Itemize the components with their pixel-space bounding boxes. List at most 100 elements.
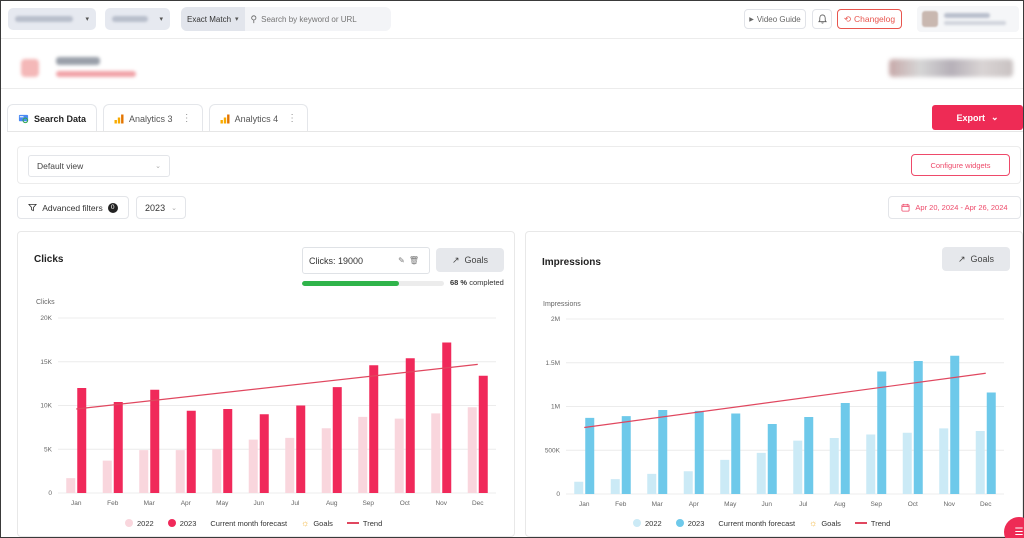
- legend-swatch: [854, 522, 867, 524]
- configure-widgets-label: Configure widgets: [930, 160, 991, 170]
- bar-2022: [394, 418, 404, 493]
- bar-2023: [804, 417, 814, 494]
- account-selector[interactable]: ▾: [8, 8, 96, 30]
- match-type-dropdown[interactable]: Exact Match ▾: [181, 7, 245, 31]
- video-guide-button[interactable]: ▶ Video Guide: [744, 9, 806, 29]
- chevron-down-icon: ▾: [85, 16, 89, 23]
- property-name-redacted: [112, 16, 148, 22]
- bar-2023: [585, 417, 595, 494]
- legend-item-2023[interactable]: 2023: [675, 519, 704, 528]
- legend-label: Trend: [870, 518, 891, 528]
- x-tick-label: Mar: [652, 501, 664, 508]
- data-source-tabs: Search Data Analytics 3 ⋮ Analytics 4 ⋮: [7, 104, 309, 134]
- bar-2023: [77, 388, 87, 493]
- legend-item-forecast[interactable]: Current month forecast: [210, 519, 287, 528]
- bar-2022: [285, 437, 295, 493]
- trend-icon: ↗: [451, 254, 460, 265]
- pencil-icon[interactable]: ✎: [398, 256, 409, 265]
- bar-2022: [248, 439, 258, 493]
- export-label: Export: [956, 112, 985, 123]
- bar-2022: [467, 407, 477, 493]
- user-name-redacted: [944, 13, 990, 18]
- legend-item-goals[interactable]: ☼ Goals: [301, 518, 333, 528]
- legend-label: 2022: [645, 518, 662, 528]
- advanced-filters-button[interactable]: Advanced filters 0: [17, 196, 129, 219]
- x-tick-label: Oct: [908, 501, 918, 508]
- y-tick-label: 0: [48, 490, 52, 497]
- chevron-down-icon: ⌄: [155, 163, 161, 170]
- clicks-goal-label: Clicks: 19000: [309, 255, 364, 266]
- bar-2022: [793, 440, 803, 494]
- clicks-title: Clicks: [34, 254, 64, 265]
- y-tick-label: 10K: [40, 403, 52, 410]
- x-tick-label: Jun: [254, 500, 265, 507]
- tab-analytics-3[interactable]: Analytics 3 ⋮: [103, 104, 203, 132]
- view-toolbar: Default view ⌄ Configure widgets: [17, 146, 1021, 184]
- goals-label: Goals: [464, 255, 489, 265]
- tab-analytics-4[interactable]: Analytics 4 ⋮: [208, 104, 309, 132]
- goal-progress-text: 68 % completed: [450, 278, 504, 287]
- y-tick-label: 2M: [551, 316, 560, 323]
- x-tick-label: Oct: [400, 500, 410, 507]
- tab-search-data[interactable]: Search Data: [7, 104, 98, 132]
- legend-swatch: [125, 519, 133, 527]
- legend-item-trend[interactable]: Trend: [854, 518, 891, 528]
- year-select[interactable]: 2023 ⌄: [136, 196, 186, 219]
- sun-icon: ☼: [809, 518, 818, 528]
- bar-2022: [939, 428, 949, 494]
- notifications-button[interactable]: [812, 9, 832, 29]
- bar-2022: [866, 434, 876, 494]
- site-url-redacted: [56, 71, 136, 77]
- bar-2023: [296, 405, 306, 493]
- legend-item-2022[interactable]: 2022: [125, 519, 154, 528]
- clicks-chart: 0 5K 10K 15K 20K Jan Feb Mar Apr May Jun Jul Aug Sep O…: [40, 315, 496, 507]
- trash-icon[interactable]: 🗑: [408, 256, 423, 265]
- export-button[interactable]: Export ⌄: [932, 105, 1023, 130]
- tab-label: Search Data: [34, 113, 87, 124]
- view-select[interactable]: Default view ⌄: [28, 155, 170, 177]
- legend-item-trend[interactable]: Trend: [346, 519, 382, 528]
- more-vertical-icon[interactable]: ⋮: [181, 113, 192, 124]
- legend-item-goals[interactable]: ☼ Goals: [809, 518, 841, 528]
- search-input[interactable]: [261, 14, 382, 24]
- site-info-redacted: [889, 59, 1013, 77]
- bar-2023: [731, 413, 741, 494]
- bar-2022: [358, 416, 368, 493]
- legend-item-2022[interactable]: 2022: [633, 519, 662, 528]
- filters-count-badge: 0: [107, 202, 118, 213]
- property-selector[interactable]: ▾: [105, 8, 170, 30]
- impressions-goals-button[interactable]: ↗ Goals: [942, 247, 1010, 271]
- legend-item-2023[interactable]: 2023: [167, 518, 197, 528]
- x-tick-label: Jan: [579, 501, 590, 508]
- y-tick-label: 15K: [40, 359, 52, 366]
- bar-2023: [621, 416, 631, 494]
- bar-2023: [442, 342, 452, 493]
- x-tick-label: Sep: [362, 500, 374, 507]
- chevron-down-icon: ⌄: [171, 204, 177, 212]
- x-tick-label: Aug: [834, 501, 846, 508]
- legend-item-forecast[interactable]: Current month forecast: [718, 519, 795, 528]
- advanced-filters-label: Advanced filters: [42, 202, 103, 213]
- site-header: [1, 47, 1023, 89]
- legend-label: Current month forecast: [718, 518, 796, 528]
- bar-2022: [610, 479, 620, 494]
- match-type-label: Exact Match: [187, 14, 232, 24]
- x-tick-label: Aug: [326, 500, 338, 507]
- configure-widgets-button[interactable]: Configure widgets: [911, 154, 1010, 176]
- more-vertical-icon[interactable]: ⋮: [287, 113, 298, 124]
- top-bar: ▾ ▾ Exact Match ▾ ⚲ ▶ Video Guide ⟲ Chan…: [1, 1, 1023, 39]
- help-chat-button[interactable]: ☰: [1004, 517, 1024, 538]
- changelog-button[interactable]: ⟲ Changelog: [837, 9, 902, 29]
- legend-label: Goals: [313, 518, 333, 528]
- bar-2022: [321, 428, 331, 493]
- user-menu[interactable]: [917, 6, 1019, 32]
- impressions-widget: Impressions ↗ Goals Impressions 0 500K 1M 1…: [525, 231, 1023, 537]
- clicks-goals-button[interactable]: ↗ Goals: [436, 248, 504, 272]
- bar-2022: [212, 449, 222, 493]
- impressions-title: Impressions: [542, 257, 601, 268]
- date-range-picker[interactable]: Apr 20, 2024 - Apr 26, 2024: [888, 196, 1021, 219]
- clicks-goal-field[interactable]: Clicks: 19000 ✎🗑: [302, 247, 430, 274]
- x-tick-label: May: [724, 501, 737, 508]
- legend-swatch: [167, 519, 176, 527]
- legend-label: 2023: [179, 518, 197, 528]
